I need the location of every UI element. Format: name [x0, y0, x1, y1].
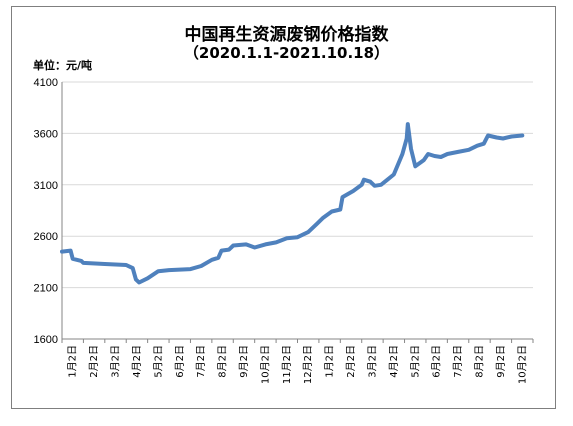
x-tick-label: 6月2日	[174, 345, 186, 378]
x-tick-label: 1月2日	[324, 345, 336, 378]
x-tick-label: 5月2日	[152, 345, 164, 378]
x-tick-label: 11月2日	[281, 345, 293, 384]
x-tick-label: 10月2日	[259, 345, 271, 384]
x-tick-label: 2月2日	[345, 345, 357, 378]
x-tick-label: 6月2日	[431, 345, 443, 378]
x-tick-label: 9月2日	[495, 345, 507, 378]
y-tick-label: 2100	[34, 283, 58, 295]
x-tick-label: 5月2日	[409, 345, 421, 378]
unit-label: 单位：元/吨	[33, 59, 93, 72]
chart-subtitle: （2020.1.1-2021.10.18）	[183, 44, 390, 62]
x-tick-label: 3月2日	[366, 345, 378, 378]
x-tick-label: 7月2日	[452, 345, 464, 378]
x-tick-label: 7月2日	[195, 345, 207, 378]
x-tick-label: 4月2日	[131, 345, 143, 378]
y-tick-label: 1600	[34, 334, 58, 346]
y-tick-label: 4100	[34, 77, 58, 89]
chart-frame	[11, 6, 556, 409]
series-line	[60, 122, 525, 285]
y-tick-label: 3100	[34, 180, 58, 192]
x-tick-label: 1月2日	[67, 345, 79, 378]
x-tick-label: 8月2日	[473, 345, 485, 378]
x-tick-label: 9月2日	[238, 345, 250, 378]
x-tick-label: 8月2日	[217, 345, 229, 378]
chart-title: 中国再生资源废钢价格指数	[184, 25, 389, 45]
x-tick-label: 2月2日	[88, 345, 100, 378]
x-tick-label: 12月2日	[302, 345, 314, 384]
x-tick-label: 4月2日	[388, 345, 400, 378]
x-tick-label: 10月2日	[516, 345, 528, 384]
y-tick-label: 2600	[34, 231, 58, 243]
y-tick-label: 3600	[34, 128, 58, 140]
x-tick-label: 3月2日	[110, 345, 122, 378]
